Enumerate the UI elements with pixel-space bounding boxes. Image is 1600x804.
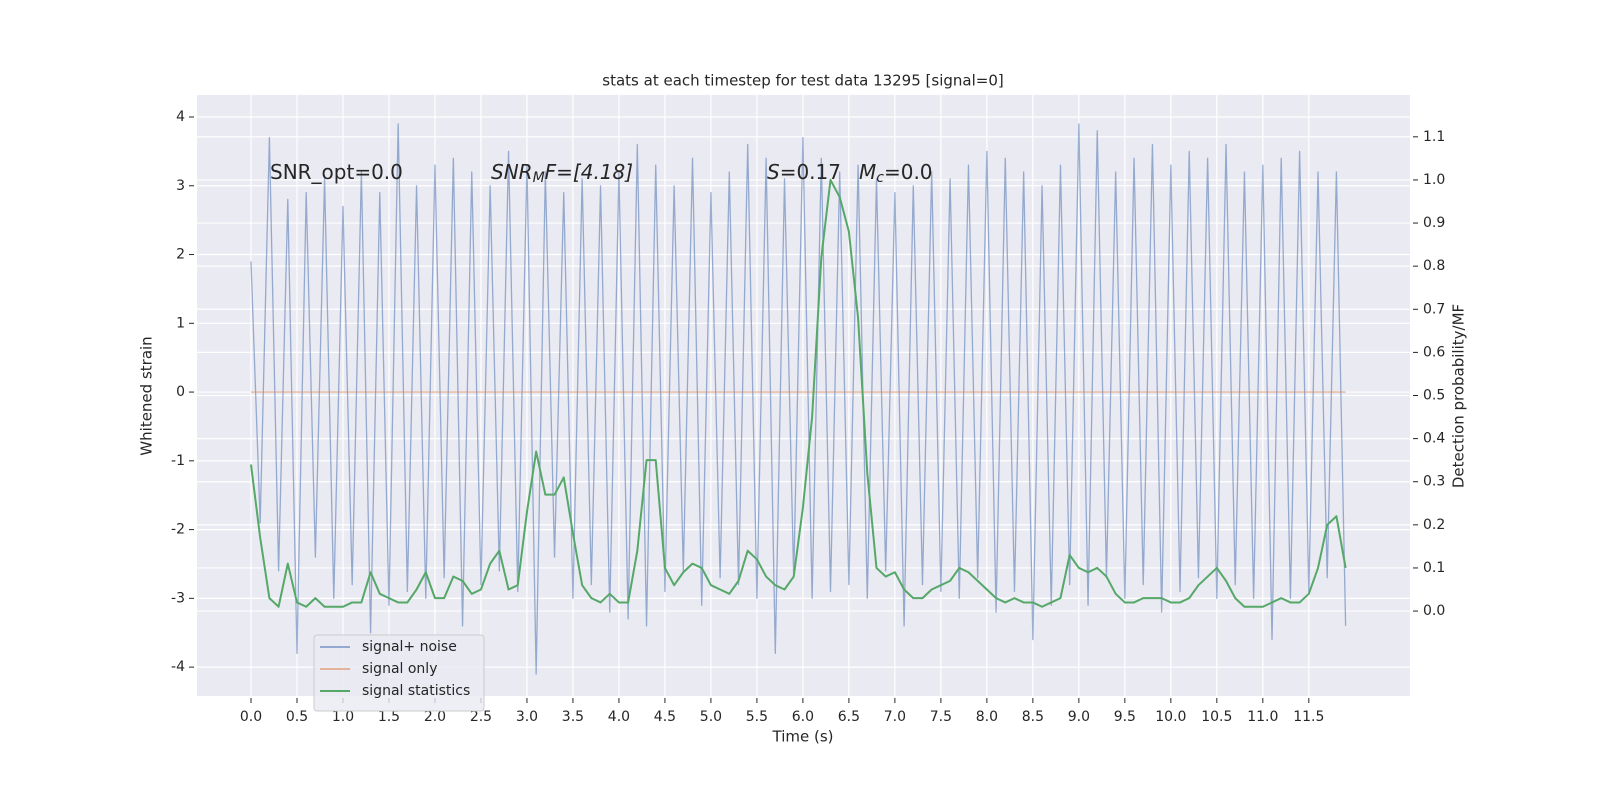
y-tick-label: -1 [171,453,185,469]
legend-label: signal statistics [362,683,470,699]
annotation-part: S [767,160,780,184]
annotation-part: c [876,170,884,186]
annotation-part: M [859,160,876,184]
x-tick-label: 7.0 [884,709,906,725]
y-tick-label: -4 [171,659,185,675]
x-tick-label: 2.0 [424,709,446,725]
y2-tick-label: 0.0 [1423,603,1445,619]
y2-axis-label: Detection probability/MF [1450,304,1468,488]
series-line [249,178,1347,608]
y2-tick-label: 0.1 [1423,560,1445,576]
x-tick-label: 1.5 [378,709,400,725]
annotation: SNRMF=[4.18] [491,160,633,187]
x-tick-label: 4.0 [608,709,630,725]
y-axis-label: Whitened strain [138,336,156,455]
annotation-part: SNR [491,160,533,184]
y-tick-label: -3 [171,590,185,606]
y-tick-label: 1 [176,315,185,331]
annotation-part: =0.17 [780,160,841,184]
y2-tick-label: 1.1 [1423,129,1445,145]
y2-tick-label: 0.8 [1423,258,1445,274]
y2-tick-label: 0.9 [1423,215,1445,231]
y2-tick-label: 0.3 [1423,474,1445,490]
y2-tick-label: 0.4 [1423,431,1445,447]
x-tick-label: 8.5 [1022,709,1044,725]
x-tick-label: 0.0 [240,709,262,725]
legend-label: signal only [362,661,437,677]
y-tick-label: 4 [176,109,185,125]
annotation-part: =0.0 [884,160,933,184]
x-tick-label: 11.0 [1247,709,1278,725]
x-tick-label: 11.5 [1293,709,1324,725]
x-tick-label: 3.5 [562,709,584,725]
x-tick-label: 8.0 [976,709,998,725]
annotation: S=0.17 [767,160,841,184]
x-tick-label: 5.5 [746,709,768,725]
x-tick-label: 10.5 [1201,709,1232,725]
x-tick-label: 6.5 [838,709,860,725]
x-tick-label: 0.5 [286,709,308,725]
x-tick-label: 6.0 [792,709,814,725]
y2-tick-label: 0.6 [1423,344,1445,360]
chart-title: stats at each timestep for test data 132… [602,72,1003,90]
series-line [250,123,1347,675]
annotation: SNR_opt=0.0 [270,160,403,184]
annotation-part: M [533,170,545,186]
x-tick-label: 2.5 [470,709,492,725]
x-tick-label: 1.0 [332,709,354,725]
y-tick-label: 0 [176,384,185,400]
x-tick-label: 4.5 [654,709,676,725]
y-tick-label: -2 [171,522,185,538]
y2-tick-label: 0.7 [1423,301,1445,317]
annotation-part: F=[4.18] [545,160,633,184]
x-tick-label: 7.5 [930,709,952,725]
annotation-part: SNR_opt=0.0 [270,160,403,184]
x-tick-label: 10.0 [1155,709,1186,725]
x-tick-label: 9.0 [1068,709,1090,725]
y-tick-label: 2 [176,247,185,263]
y-tick-label: 3 [176,178,185,194]
y2-tick-label: 0.5 [1423,388,1445,404]
y2-tick-label: 1.0 [1423,172,1445,188]
x-tick-label: 5.0 [700,709,722,725]
annotation: Mc=0.0 [859,160,933,187]
legend-label: signal+ noise [362,639,457,655]
y2-tick-label: 0.2 [1423,517,1445,533]
x-tick-label: 9.5 [1114,709,1136,725]
legend-box [313,634,485,712]
x-axis-label: Time (s) [772,728,834,746]
x-tick-label: 3.0 [516,709,538,725]
